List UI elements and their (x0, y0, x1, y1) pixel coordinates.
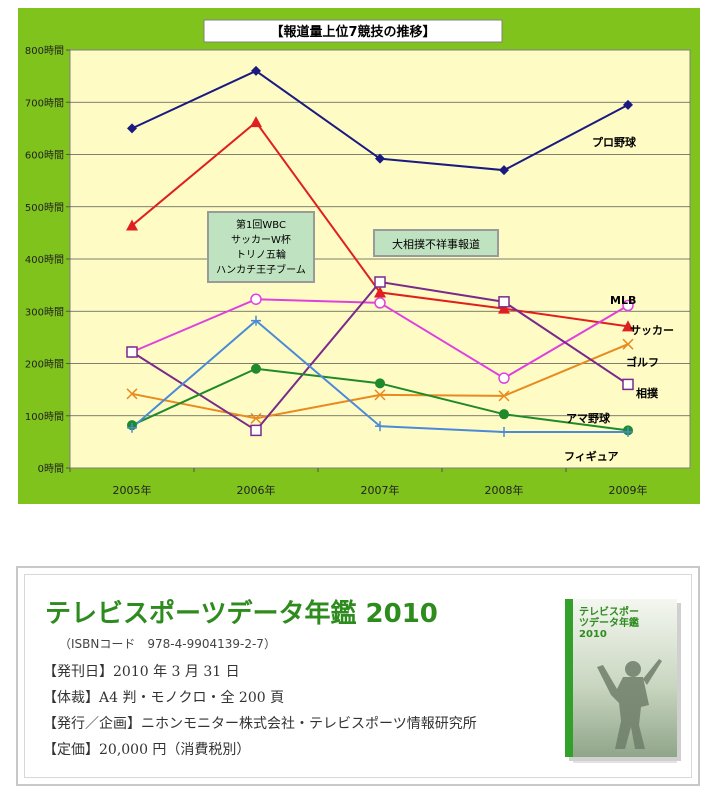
data-point (126, 388, 138, 400)
line-chart: 【報道量上位7競技の推移】 0時間 100時間 200時間 300時間 400時間 500時… (25, 19, 691, 497)
data-point (499, 165, 509, 176)
data-point-stroke (250, 412, 262, 424)
data-point (127, 123, 137, 134)
data-point (498, 302, 510, 314)
y-tick-label: 100時間 (25, 411, 64, 423)
annotation-text: 大相撲不祥事報道 (392, 237, 480, 251)
baseball-player-figure (597, 659, 662, 749)
data-point (499, 426, 509, 437)
data-point (498, 372, 510, 384)
y-tick-label: 400時間 (25, 254, 64, 266)
book-publisher: 【発行／企画】ニホンモニター株式会社・テレビスポーツ情報研究所 (43, 716, 477, 732)
annotation-text: サッカーW杯 (231, 233, 291, 246)
data-point (374, 276, 386, 288)
data-point (623, 426, 633, 437)
chart-container: 【報道量上位7競技の推移】 0時間 100時間 200時間 300時間 400時間 500時… (18, 8, 700, 504)
annotation-box (373, 229, 499, 257)
data-point (251, 315, 261, 326)
data-point (374, 297, 386, 309)
data-point (622, 299, 634, 312)
book-ad-inner: テレビスポーツデータ年鑑 2010 （ISBNコード 978-4-9904139… (24, 574, 692, 778)
book-release-date: 【発刊日】2010 年 3 月 31 日 (43, 664, 240, 680)
data-point-stroke (622, 338, 634, 350)
book-cover-image: テレビスポーツデータ年鑑 2010 (565, 599, 677, 757)
data-point (251, 363, 261, 374)
y-tick-label: 0時間 (38, 463, 64, 475)
book-format: 【体裁】A4 判・モノクロ・全 200 頁 (43, 690, 285, 706)
series-label: 相撲 (636, 386, 659, 400)
data-point (375, 421, 385, 432)
series-label: ゴルフ (626, 355, 659, 369)
data-point (250, 424, 262, 437)
data-point-stroke (498, 390, 510, 402)
annotation-text: ハンカチ王子ブーム (216, 263, 306, 276)
chart-title-box (203, 19, 503, 43)
data-point (498, 296, 510, 308)
book-price: 【定価】20,000 円（消費税別） (43, 742, 251, 758)
x-tick-label: 2006年 (237, 483, 276, 497)
data-point-stroke (126, 388, 138, 400)
y-tick-label: 200時間 (25, 359, 64, 371)
data-point (374, 286, 386, 298)
data-point (127, 422, 137, 433)
data-point (374, 389, 386, 401)
x-tick-label: 2008年 (485, 483, 524, 497)
annotation-box (207, 211, 315, 283)
y-tick-label: 800時間 (25, 45, 64, 57)
y-tick-label: 600時間 (25, 150, 64, 162)
data-point (126, 346, 138, 358)
y-tick-label: 700時間 (25, 97, 64, 109)
book-title: テレビスポーツデータ年鑑 2010 (45, 599, 438, 629)
x-tick-label: 2005年 (113, 483, 152, 497)
data-point (623, 99, 633, 110)
data-point (250, 412, 262, 424)
data-point (251, 65, 261, 76)
data-point (375, 153, 385, 164)
x-tick-label: 2007年 (361, 483, 400, 497)
annotation-text: 第1回WBC (236, 218, 286, 231)
series-label: アマ野球 (566, 411, 611, 425)
data-point (498, 390, 510, 402)
data-point (622, 378, 634, 391)
data-point (250, 293, 262, 305)
data-point (375, 378, 385, 389)
y-tick-label: 500時間 (25, 202, 64, 214)
data-point (622, 338, 634, 350)
data-point (250, 116, 262, 128)
series-label: MLB (610, 294, 636, 307)
annotation-text: トリノ五輪 (236, 248, 286, 261)
x-tick-label: 2009年 (609, 483, 648, 497)
data-point (499, 409, 509, 420)
data-point (126, 219, 138, 231)
series-label: プロ野球 (592, 135, 637, 149)
y-tick-label: 300時間 (25, 306, 64, 318)
book-cover-title: テレビスポーツデータ年鑑 2010 (579, 607, 639, 640)
chart-title: 【報道量上位7競技の推移】 (270, 24, 435, 40)
book-ad-panel: テレビスポーツデータ年鑑 2010 （ISBNコード 978-4-9904139… (16, 566, 700, 786)
book-isbn: （ISBNコード 978-4-9904139-2-7） (59, 637, 276, 651)
data-point (622, 320, 634, 332)
series-label: サッカー (630, 324, 674, 337)
data-point-stroke (374, 389, 386, 401)
series-label: フィギュア (564, 449, 619, 463)
